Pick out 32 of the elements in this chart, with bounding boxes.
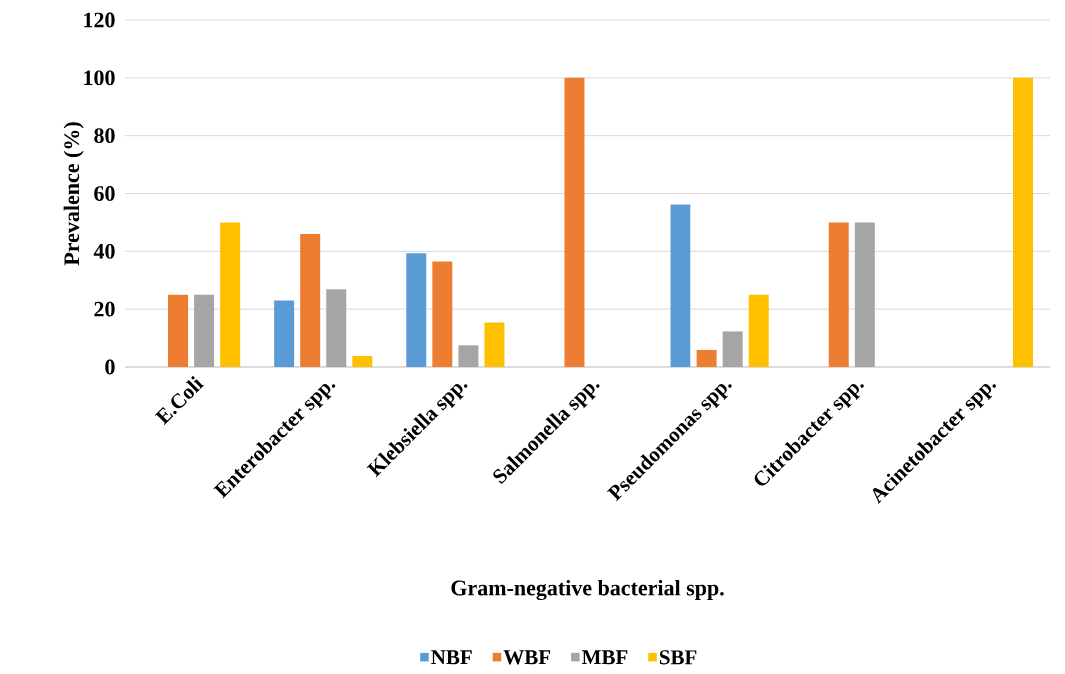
y-tick-label: 120 bbox=[84, 12, 115, 28]
bar bbox=[300, 233, 321, 367]
bar bbox=[564, 77, 585, 367]
bar bbox=[220, 222, 241, 367]
y-tick-label: 0 bbox=[105, 359, 115, 375]
bar bbox=[670, 204, 691, 367]
y-tick-label: 60 bbox=[94, 186, 115, 201]
bar bbox=[168, 294, 189, 367]
bar bbox=[326, 289, 347, 367]
y-tick-label: 40 bbox=[93, 243, 115, 259]
bar bbox=[194, 294, 215, 367]
legend-label: MBF bbox=[581, 650, 628, 665]
bar bbox=[406, 253, 427, 367]
bar bbox=[484, 322, 505, 367]
y-tick-label: 80 bbox=[94, 128, 115, 144]
legend-label: NBF bbox=[431, 650, 472, 665]
bar bbox=[696, 349, 717, 367]
legend-label: WBF bbox=[503, 650, 551, 665]
y-axis-title: Prevalence (%) bbox=[63, 122, 84, 266]
bar bbox=[458, 345, 479, 367]
bar bbox=[854, 222, 875, 367]
y-tick-label: 100 bbox=[84, 70, 115, 86]
legend-label: SBF bbox=[659, 650, 697, 665]
bar bbox=[828, 222, 849, 367]
bar bbox=[748, 294, 769, 367]
y-tick-label: 20 bbox=[94, 301, 115, 317]
bar bbox=[1013, 77, 1034, 367]
bar bbox=[274, 300, 295, 367]
x-axis-title: Gram-negative bacterial spp. bbox=[451, 579, 724, 601]
bar bbox=[352, 356, 373, 367]
bar bbox=[722, 331, 743, 367]
bar bbox=[432, 261, 453, 367]
